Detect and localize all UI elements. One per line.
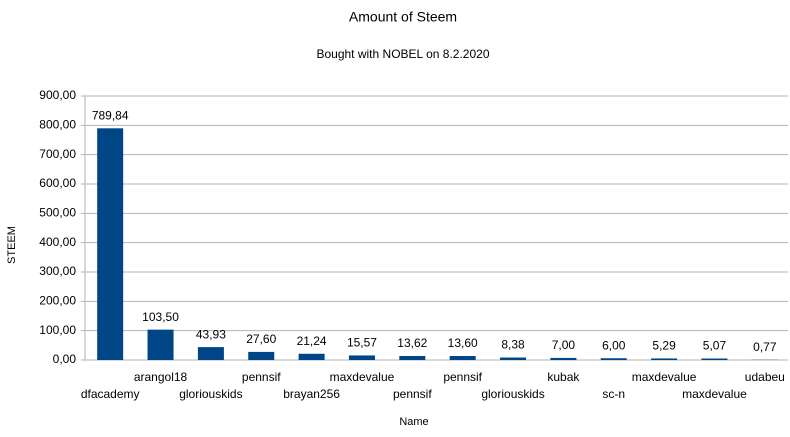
chart-title: Amount of Steem [349, 9, 457, 25]
bar [600, 358, 627, 360]
y-tick-label: 400,00 [39, 235, 76, 249]
bar [651, 358, 678, 360]
bar [298, 353, 325, 360]
bar [348, 355, 375, 360]
value-label: 13,60 [448, 336, 478, 350]
y-tick-label: 900,00 [39, 88, 76, 102]
bar [550, 357, 577, 360]
x-tick-label: maxdevalue [330, 370, 395, 384]
value-label: 43,93 [196, 327, 226, 341]
x-tick-label: pennsif [443, 370, 482, 384]
bar [197, 347, 224, 360]
value-label: 8,38 [501, 338, 525, 352]
x-tick-label: gloriouskids [481, 387, 544, 401]
y-tick-label: 700,00 [39, 147, 76, 161]
y-tick-label: 800,00 [39, 118, 76, 132]
x-tick-label: pennsif [393, 387, 432, 401]
value-label: 789,84 [92, 108, 129, 122]
y-tick-label: 100,00 [39, 323, 76, 337]
x-tick-label: sc-n [602, 387, 625, 401]
x-tick-label: maxdevalue [632, 370, 697, 384]
x-tick-label: arangol18 [134, 370, 188, 384]
value-label: 21,24 [297, 334, 327, 348]
value-label: 13,62 [397, 336, 427, 350]
x-tick-label: brayan256 [283, 387, 340, 401]
y-tick-label: 200,00 [39, 294, 76, 308]
x-tick-label: dfacademy [81, 387, 140, 401]
x-tick-label: udabeu [745, 370, 785, 384]
value-label: 0,77 [753, 340, 777, 354]
y-axis-title: STEEM [6, 226, 18, 264]
y-tick-label: 600,00 [39, 176, 76, 190]
value-label: 7,00 [552, 338, 576, 352]
value-label: 103,50 [142, 310, 179, 324]
bar [248, 351, 275, 360]
bar [147, 329, 174, 360]
x-tick-label: maxdevalue [682, 387, 747, 401]
value-label: 5,07 [703, 339, 727, 353]
bar [449, 356, 476, 360]
value-label: 15,57 [347, 336, 377, 350]
x-tick-label: gloriouskids [179, 387, 242, 401]
bar [399, 356, 426, 360]
value-label: 5,29 [652, 339, 676, 353]
bar [500, 357, 527, 360]
x-axis-title: Name [399, 416, 428, 428]
x-tick-label: kubak [547, 370, 580, 384]
value-label: 6,00 [602, 338, 626, 352]
chart-subtitle: Bought with NOBEL on 8.2.2020 [316, 47, 489, 61]
x-tick-label: pennsif [242, 370, 281, 384]
bar [97, 128, 124, 360]
y-tick-label: 0,00 [53, 352, 77, 366]
bar [701, 358, 728, 360]
y-tick-label: 500,00 [39, 206, 76, 220]
y-tick-label: 300,00 [39, 264, 76, 278]
value-label: 27,60 [246, 332, 276, 346]
